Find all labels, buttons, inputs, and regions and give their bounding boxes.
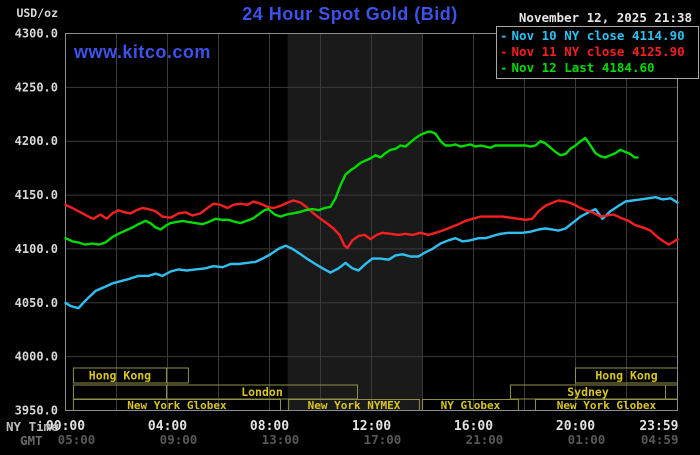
session-label: New York Globex	[557, 399, 657, 412]
x-tick-gmt: 04:59	[641, 432, 679, 447]
legend-color-dash: -	[500, 28, 508, 43]
y-tick-label: 4200.0	[15, 134, 58, 148]
y-tick-label: 4050.0	[15, 296, 58, 310]
x-tick-ny: 16:00	[454, 419, 493, 434]
legend: - Nov 10 NY close 4114.90- Nov 11 NY close…	[496, 26, 699, 79]
session-box-blank	[665, 384, 679, 400]
series-line-1	[64, 199, 679, 250]
x-tick-gmt: 13:00	[262, 432, 300, 447]
plot-border	[65, 33, 678, 411]
session-box-blank	[72, 384, 167, 400]
x-tick-ny: 20:00	[556, 419, 595, 434]
x-tick-ny: 08:00	[250, 419, 289, 434]
legend-label: Nov 10 NY close 4114.90	[511, 28, 685, 43]
x-tick-gmt: 17:00	[364, 432, 402, 447]
x-tick-ny: 12:00	[352, 419, 391, 434]
y-tick-label: 4150.0	[15, 188, 58, 202]
x-tick-ny: 23:59	[639, 419, 678, 434]
y-tick-label: 3950.0	[15, 404, 58, 418]
x-tick-ny: 00:00	[46, 419, 85, 434]
nymex-session-band	[287, 33, 423, 411]
legend-label: Nov 12 Last 4184.60	[511, 60, 655, 75]
legend-color-dash: -	[500, 44, 508, 59]
session-label: Hong Kong	[595, 369, 657, 383]
legend-color-dash: -	[500, 60, 508, 75]
legend-item-0: - Nov 10 NY close 4114.90	[500, 28, 698, 44]
series-line-0	[64, 195, 679, 310]
kitco-watermark-link[interactable]: www.kitco.com	[74, 42, 211, 62]
x-tick-gmt: 05:00	[58, 432, 96, 447]
legend-label: Nov 11 NY close 4125.90	[511, 44, 685, 59]
gmt-axis-label: GMT	[20, 433, 43, 448]
session-label: Hong Kong	[89, 369, 151, 383]
ny-time-axis-label: NY Time	[6, 419, 59, 434]
session-label: NY Globex	[441, 399, 501, 412]
y-tick-label: 4000.0	[15, 350, 58, 364]
chart-timestamp: November 12, 2025 21:38	[518, 10, 692, 25]
session-label: Sydney	[567, 385, 609, 399]
session-label: London	[241, 385, 283, 399]
x-tick-gmt: 09:00	[160, 432, 198, 447]
series-line-2	[64, 130, 639, 246]
legend-item-1: - Nov 11 NY close 4125.90	[500, 44, 698, 60]
x-tick-ny: 04:00	[148, 419, 187, 434]
session-label: New York NYMEX	[308, 399, 401, 412]
y-tick-label: 4250.0	[15, 80, 58, 94]
y-tick-label: 4100.0	[15, 242, 58, 256]
session-box-blank	[165, 367, 189, 384]
x-tick-gmt: 01:00	[568, 432, 606, 447]
y-tick-label: 4300.0	[15, 27, 58, 41]
units-label: USD/oz	[16, 6, 58, 20]
legend-item-2: - Nov 12 Last 4184.60	[500, 60, 698, 76]
session-label: New York Globex	[127, 399, 227, 412]
x-tick-gmt: 21:00	[466, 432, 504, 447]
page-title: 24 Hour Spot Gold (Bid)	[242, 4, 458, 24]
